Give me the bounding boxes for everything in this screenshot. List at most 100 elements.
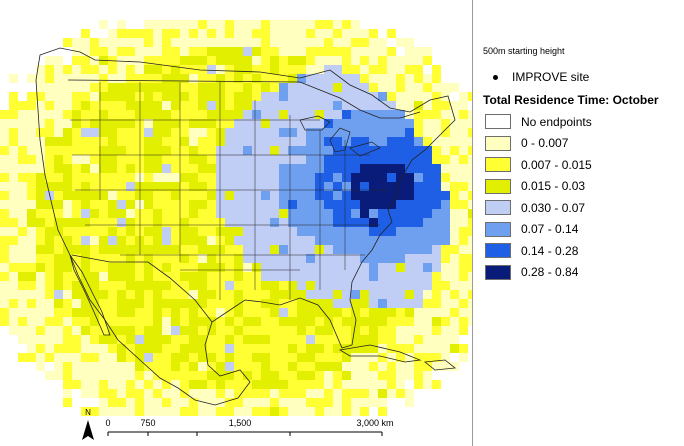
grid-cell [162, 20, 171, 29]
grid-cell [18, 128, 27, 137]
grid-cell [378, 326, 387, 335]
grid-cell [297, 110, 306, 119]
grid-cell [216, 326, 225, 335]
grid-cell [72, 146, 81, 155]
grid-cell [468, 263, 472, 272]
grid-cell [306, 155, 315, 164]
grid-cell [342, 29, 351, 38]
grid-cell [396, 263, 405, 272]
grid-cell [153, 155, 162, 164]
grid-cell [270, 335, 279, 344]
grid-cell [324, 182, 333, 191]
grid-cell [378, 218, 387, 227]
grid-cell [153, 218, 162, 227]
grid-cell [315, 101, 324, 110]
grid-cell [342, 335, 351, 344]
grid-cell [369, 101, 378, 110]
grid-cell [297, 254, 306, 263]
grid-cell [333, 407, 342, 416]
grid-cell [27, 128, 36, 137]
grid-cell [243, 335, 252, 344]
grid-cell [441, 155, 450, 164]
grid-cell [270, 137, 279, 146]
grid-cell [360, 83, 369, 92]
grid-cell [180, 110, 189, 119]
grid-cell [414, 146, 423, 155]
grid-cell [54, 119, 63, 128]
grid-cell [324, 326, 333, 335]
grid-cell [387, 110, 396, 119]
grid-cell [423, 272, 432, 281]
grid-cell [360, 155, 369, 164]
grid-cell [162, 362, 171, 371]
grid-cell [153, 272, 162, 281]
grid-cell [108, 398, 117, 407]
grid-cell [180, 47, 189, 56]
grid-cell [144, 137, 153, 146]
grid-cell [243, 326, 252, 335]
grid-cell [27, 110, 36, 119]
grid-cell [459, 254, 468, 263]
grid-cell [0, 218, 9, 227]
grid-cell [423, 137, 432, 146]
grid-cell [189, 137, 198, 146]
grid-cell [333, 245, 342, 254]
grid-cell [126, 353, 135, 362]
grid-cell [36, 344, 45, 353]
grid-cell [162, 335, 171, 344]
grid-cell [270, 200, 279, 209]
grid-cell [360, 290, 369, 299]
grid-cell [225, 173, 234, 182]
grid-cell [342, 263, 351, 272]
grid-cell [135, 281, 144, 290]
grid-cell [45, 110, 54, 119]
grid-cell [243, 389, 252, 398]
grid-cell [261, 254, 270, 263]
grid-cell [369, 245, 378, 254]
grid-cell [396, 290, 405, 299]
grid-cell [198, 353, 207, 362]
grid-cell [45, 299, 54, 308]
grid-cell [99, 209, 108, 218]
grid-cell [369, 29, 378, 38]
grid-cell [108, 335, 117, 344]
grid-cell [63, 389, 72, 398]
grid-cell [126, 56, 135, 65]
grid-cell [117, 110, 126, 119]
grid-cell [315, 47, 324, 56]
grid-cell [414, 65, 423, 74]
grid-cell [171, 191, 180, 200]
grid-cell [18, 254, 27, 263]
grid-cell [324, 263, 333, 272]
grid-cell [414, 137, 423, 146]
grid-cell [117, 317, 126, 326]
grid-cell [117, 29, 126, 38]
residence-time-map: 0 750 1,500 3,000 km N [0, 20, 472, 440]
grid-cell [234, 299, 243, 308]
grid-cell [279, 353, 288, 362]
grid-cell [36, 236, 45, 245]
grid-cell [126, 182, 135, 191]
grid-cell [414, 308, 423, 317]
grid-cell [198, 407, 207, 416]
grid-cell [324, 353, 333, 362]
grid-cell [36, 362, 45, 371]
grid-cell [207, 236, 216, 245]
grid-cell [423, 92, 432, 101]
grid-cell [162, 101, 171, 110]
grid-cell [216, 335, 225, 344]
grid-cell [459, 101, 468, 110]
grid-cell [81, 74, 90, 83]
grid-cell [315, 20, 324, 29]
state-lines [70, 82, 390, 300]
grid-cell [297, 245, 306, 254]
grid-cell [333, 155, 342, 164]
grid-cell [180, 362, 189, 371]
grid-cell [432, 209, 441, 218]
grid-cell [144, 146, 153, 155]
grid-cell [270, 182, 279, 191]
grid-cell [36, 173, 45, 182]
grid-cell [153, 119, 162, 128]
grid-cell [405, 290, 414, 299]
grid-cell [342, 65, 351, 74]
